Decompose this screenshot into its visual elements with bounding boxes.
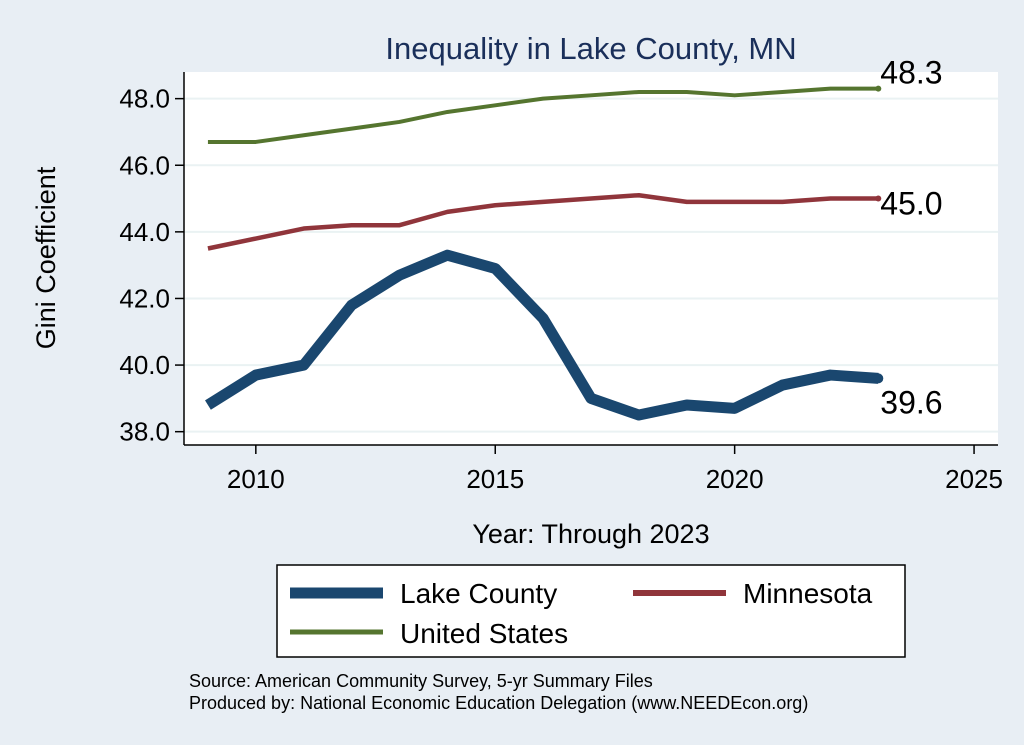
y-tick-label: 44.0 bbox=[119, 217, 170, 247]
y-axis-ticks: 38.0 40.0 42.0 44.0 46.0 48.0 bbox=[119, 84, 184, 447]
end-point-united-states bbox=[875, 85, 882, 92]
end-label-lake-county: 39.6 bbox=[880, 384, 942, 420]
x-tick-label: 2010 bbox=[227, 464, 285, 494]
series-line-united-states bbox=[207, 86, 879, 144]
y-tick-label: 40.0 bbox=[119, 350, 170, 380]
x-tick-label: 2020 bbox=[706, 464, 764, 494]
x-tick-label: 2025 bbox=[945, 464, 1003, 494]
legend-box bbox=[276, 564, 906, 658]
end-point-minnesota bbox=[875, 195, 882, 202]
end-label-minnesota: 45.0 bbox=[880, 186, 942, 222]
x-axis-ticks: 2010 2015 2020 2025 bbox=[227, 445, 1003, 494]
legend-label-lake-county: Lake County bbox=[400, 578, 557, 609]
legend-label-united-states: United States bbox=[400, 618, 568, 649]
x-tick-label: 2015 bbox=[466, 464, 524, 494]
y-tick-label: 42.0 bbox=[119, 283, 170, 313]
end-point-lake-county bbox=[873, 373, 884, 384]
y-tick-label: 46.0 bbox=[119, 150, 170, 180]
source-note: Source: American Community Survey, 5-yr … bbox=[189, 671, 653, 691]
series-group bbox=[205, 85, 884, 421]
grid bbox=[184, 97, 998, 433]
legend-label-minnesota: Minnesota bbox=[743, 578, 873, 609]
series-line-minnesota bbox=[207, 192, 879, 251]
chart-title: Inequality in Lake County, MN bbox=[385, 31, 796, 66]
end-labels: 39.6 45.0 48.3 bbox=[880, 55, 942, 421]
legend: Lake County Minnesota United States bbox=[276, 564, 906, 658]
y-axis-title: Gini Coefficient bbox=[31, 166, 61, 349]
series-line-lake-county bbox=[205, 249, 879, 421]
y-tick-label: 48.0 bbox=[119, 84, 170, 114]
x-axis-title: Year: Through 2023 bbox=[472, 519, 709, 549]
end-label-united-states: 48.3 bbox=[880, 55, 942, 91]
producer-note: Produced by: National Economic Education… bbox=[189, 693, 808, 713]
y-tick-label: 38.0 bbox=[119, 417, 170, 447]
